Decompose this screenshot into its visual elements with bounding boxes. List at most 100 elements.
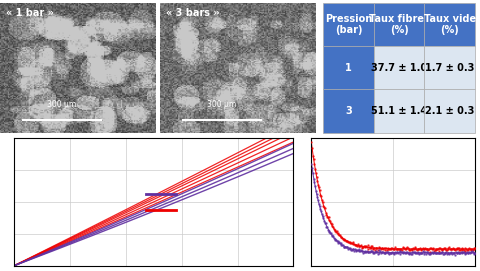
Point [411,245,419,249]
Point [454,251,461,255]
Point [430,251,437,255]
Point [370,246,377,250]
Point [364,249,372,254]
Point [394,250,401,254]
Point [385,247,393,251]
Point [371,250,379,254]
Point [309,171,317,175]
Point [308,166,316,170]
Point [335,233,343,237]
Text: « 1 bar »: « 1 bar » [6,8,54,18]
Point [438,250,446,254]
Point [360,250,368,254]
Point [352,249,360,253]
Point [463,248,471,252]
Point [320,205,328,209]
Point [423,247,431,251]
Point [439,251,447,256]
Point [386,247,394,251]
Point [351,243,359,247]
Point [360,244,368,249]
Point [431,251,439,255]
Point [433,247,441,251]
Point [428,250,436,254]
Point [459,248,467,252]
Point [321,221,329,225]
Point [312,167,319,172]
Point [471,251,479,255]
Point [434,251,442,255]
Point [469,250,477,255]
Point [309,153,317,158]
Point [460,248,468,252]
Point [392,247,400,252]
Point [362,249,370,254]
Point [377,251,385,255]
Point [337,241,345,245]
Point [446,247,454,251]
Point [435,250,443,255]
Point [454,246,461,250]
Point [392,251,400,256]
Point [338,243,346,247]
Point [360,250,368,254]
Point [330,227,338,231]
Point [465,247,472,251]
Point [454,250,462,254]
Point [387,251,395,256]
Point [434,247,442,252]
Point [445,252,453,256]
Point [320,204,327,208]
Point [317,209,325,214]
Point [427,251,435,256]
Point [430,249,438,253]
Point [452,247,459,251]
Point [456,251,463,255]
Point [378,250,385,254]
Point [347,248,355,252]
Point [327,231,335,235]
Point [345,246,353,250]
Point [349,240,357,244]
Point [409,246,417,250]
Point [325,230,333,234]
Point [444,246,451,251]
Point [427,250,434,254]
Point [335,241,342,245]
Point [344,240,352,244]
Point [393,250,400,254]
Point [313,192,321,196]
Point [436,250,444,255]
Point [324,215,332,219]
Point [435,248,443,253]
Point [447,250,455,254]
Point [455,248,463,252]
Point [458,250,466,254]
Point [337,235,345,239]
Point [340,245,348,249]
Point [320,219,328,223]
Point [459,247,467,251]
Point [308,140,315,144]
Point [342,245,349,250]
Point [401,246,409,251]
Point [336,241,344,246]
Point [406,250,413,255]
Point [397,250,405,254]
Point [376,249,384,253]
Point [359,245,366,249]
Point [344,239,351,243]
Point [459,251,467,255]
Point [400,250,408,255]
Point [437,246,444,251]
Point [337,234,345,239]
Point [367,246,374,250]
Point [426,246,433,250]
Point [422,252,430,257]
Point [355,248,362,253]
Point [316,204,324,208]
Point [461,249,468,253]
Point [415,247,423,251]
Point [447,247,455,251]
Point [329,234,337,238]
